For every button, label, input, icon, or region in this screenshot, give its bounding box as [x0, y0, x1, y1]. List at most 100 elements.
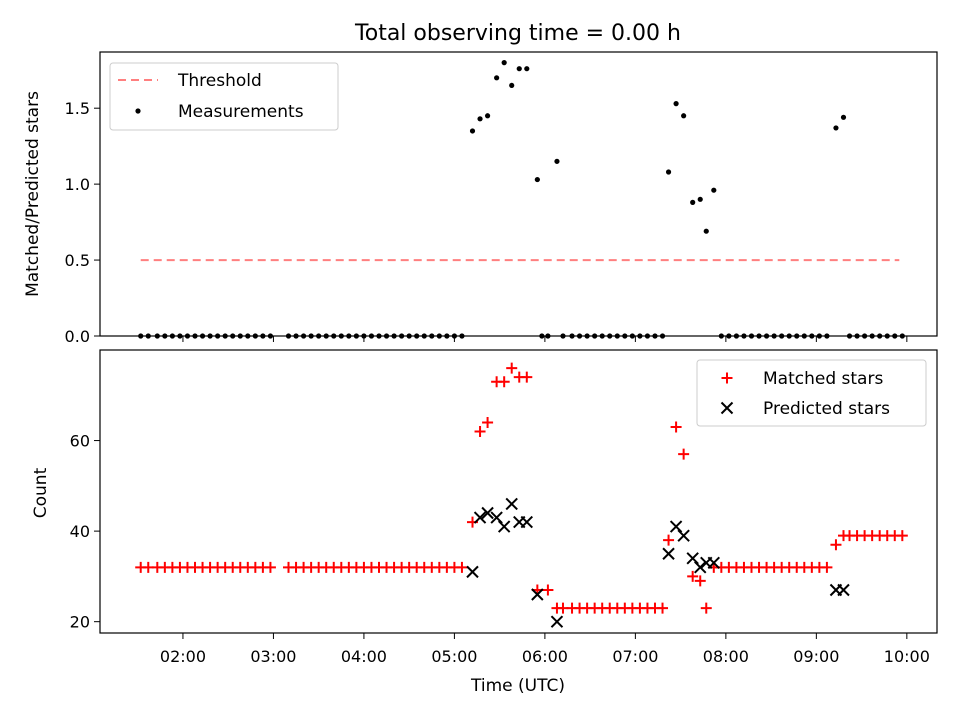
- matched-star-point: [663, 534, 675, 546]
- matched-star-point: [456, 561, 468, 573]
- matched-star-point-glyph: [474, 426, 486, 438]
- bottom-legend-box: [696, 359, 927, 427]
- predicted-star-point-glyph: [466, 565, 479, 579]
- x-tick-label: 10:00: [884, 647, 930, 666]
- measurement-point: [494, 75, 500, 81]
- matched-star-point-glyph: [482, 416, 494, 428]
- predicted-star-point: [686, 552, 699, 565]
- top-y-tick-label: 0.5: [65, 251, 90, 270]
- predicted-star-point: [531, 588, 544, 601]
- measurement-point: [673, 101, 679, 107]
- predicted-star-point-glyph: [497, 520, 511, 533]
- top-plot: 0.0 0.5 1.0 1.5 Threshold Measurements: [65, 51, 938, 346]
- matched-star-point-glyph: [830, 539, 842, 551]
- top-y-axis-label: Matched/Predicted stars: [23, 91, 43, 297]
- legend-predicted-swatch-glyph: [720, 401, 734, 415]
- matched-star-point-glyph: [821, 561, 833, 573]
- predicted-star-point-glyph: [662, 547, 675, 560]
- predicted-star-point-glyph: [520, 515, 534, 529]
- predicted-star-point-glyph: [694, 561, 707, 574]
- matched-star-point: [670, 421, 682, 433]
- matched-star-point: [542, 584, 554, 596]
- legend-matched-swatch-glyph: [721, 372, 733, 384]
- predicted-star-point: [662, 547, 675, 560]
- measurement-point: [840, 114, 847, 120]
- matched-star-point-glyph: [694, 575, 706, 587]
- matched-star-point-glyph: [456, 561, 468, 573]
- predicted-star-point-glyph: [669, 520, 683, 533]
- legend-threshold-label: Threshold: [177, 71, 262, 91]
- predicted-star-point: [466, 565, 479, 579]
- matched-star-point-glyph: [506, 362, 518, 374]
- top-y-tick-label: 1.5: [65, 99, 90, 118]
- top-y-tick-label: 0.0: [65, 327, 90, 346]
- measurement-point: [697, 196, 703, 202]
- predicted-star-point-glyph: [481, 506, 494, 520]
- matched-star-point: [896, 530, 908, 542]
- predicted-star-point: [550, 615, 564, 628]
- bottom-axes-frame: [99, 349, 938, 634]
- matched-star-point-glyph: [521, 371, 533, 383]
- matched-star-point-glyph: [687, 570, 699, 582]
- matched-star-point: [657, 602, 669, 614]
- matched-star-point: [830, 539, 842, 551]
- matched-star-point: [678, 448, 690, 460]
- matched-star-point: [521, 371, 533, 383]
- x-tick-label: 05:00: [431, 647, 477, 666]
- bottom-legend: Matched stars Predicted stars: [696, 359, 927, 427]
- bottom-y-tick-label: 20: [70, 613, 90, 632]
- predicted-star-point-glyph: [531, 588, 544, 601]
- top-axes-frame: [99, 51, 938, 337]
- measurement-point: [509, 82, 515, 89]
- predicted-star-point-glyph: [677, 529, 690, 542]
- matched-star-point: [687, 570, 699, 582]
- predicted-star-point: [837, 583, 850, 597]
- legend-matched-swatch: [721, 372, 733, 384]
- predicted-star-point: [505, 497, 518, 511]
- measurement-point: [534, 176, 540, 183]
- bottom-y-tick-label: 40: [70, 522, 90, 541]
- predicted-star-point: [707, 556, 721, 570]
- matched-star-point: [474, 426, 486, 438]
- matched-star-point-glyph: [663, 534, 675, 546]
- predicted-star-point: [490, 511, 503, 524]
- measurement-point: [516, 66, 522, 72]
- matched-star-point-glyph: [657, 602, 669, 614]
- measurement-point: [703, 228, 709, 234]
- predicted-star-point-glyph: [837, 583, 850, 597]
- x-tick-label: 08:00: [703, 647, 749, 666]
- top-legend-box: [109, 62, 339, 131]
- legend-measurements-swatch: [135, 108, 141, 114]
- matched-star-point: [700, 602, 712, 614]
- measurement-point: [833, 125, 839, 131]
- matched-star-point-glyph: [896, 530, 908, 542]
- matched-star-point-glyph: [700, 602, 712, 614]
- x-tick-label: 04:00: [341, 647, 387, 666]
- measurement-point: [690, 199, 696, 205]
- x-tick-label: 09:00: [793, 647, 839, 666]
- x-tick-label: 07:00: [612, 647, 658, 666]
- matched-star-point-glyph: [498, 376, 510, 388]
- measurement-point: [469, 128, 476, 134]
- predicted-star-point-glyph: [707, 556, 721, 570]
- bottom-plot: 20 40 60 02:00 03:00 04:00 05:00 06:00 07:00 08:0…: [70, 349, 938, 666]
- legend-measurements-label: Measurements: [178, 102, 304, 122]
- measurement-point: [681, 113, 687, 119]
- measurement-point: [554, 158, 560, 164]
- bottom-y-axis-label: Count: [31, 467, 51, 518]
- predicted-star-point-glyph: [550, 615, 564, 628]
- predicted-star-point: [520, 515, 534, 529]
- measurement-point: [665, 169, 672, 175]
- legend-matched-label: Matched stars: [763, 369, 883, 389]
- measurement-point: [501, 60, 507, 66]
- matched-star-point-glyph: [264, 561, 276, 573]
- top-chart-title: Total observing time = 0.00 h: [354, 21, 681, 46]
- matched-star-point: [694, 575, 706, 587]
- bottom-y-tick-label: 60: [70, 432, 90, 451]
- top-legend: Threshold Measurements: [109, 62, 339, 131]
- measurement-point: [524, 66, 530, 72]
- predicted-star-point: [497, 520, 511, 533]
- x-axis-label: Time (UTC): [470, 676, 565, 696]
- top-y-tick-label: 1.0: [65, 175, 90, 194]
